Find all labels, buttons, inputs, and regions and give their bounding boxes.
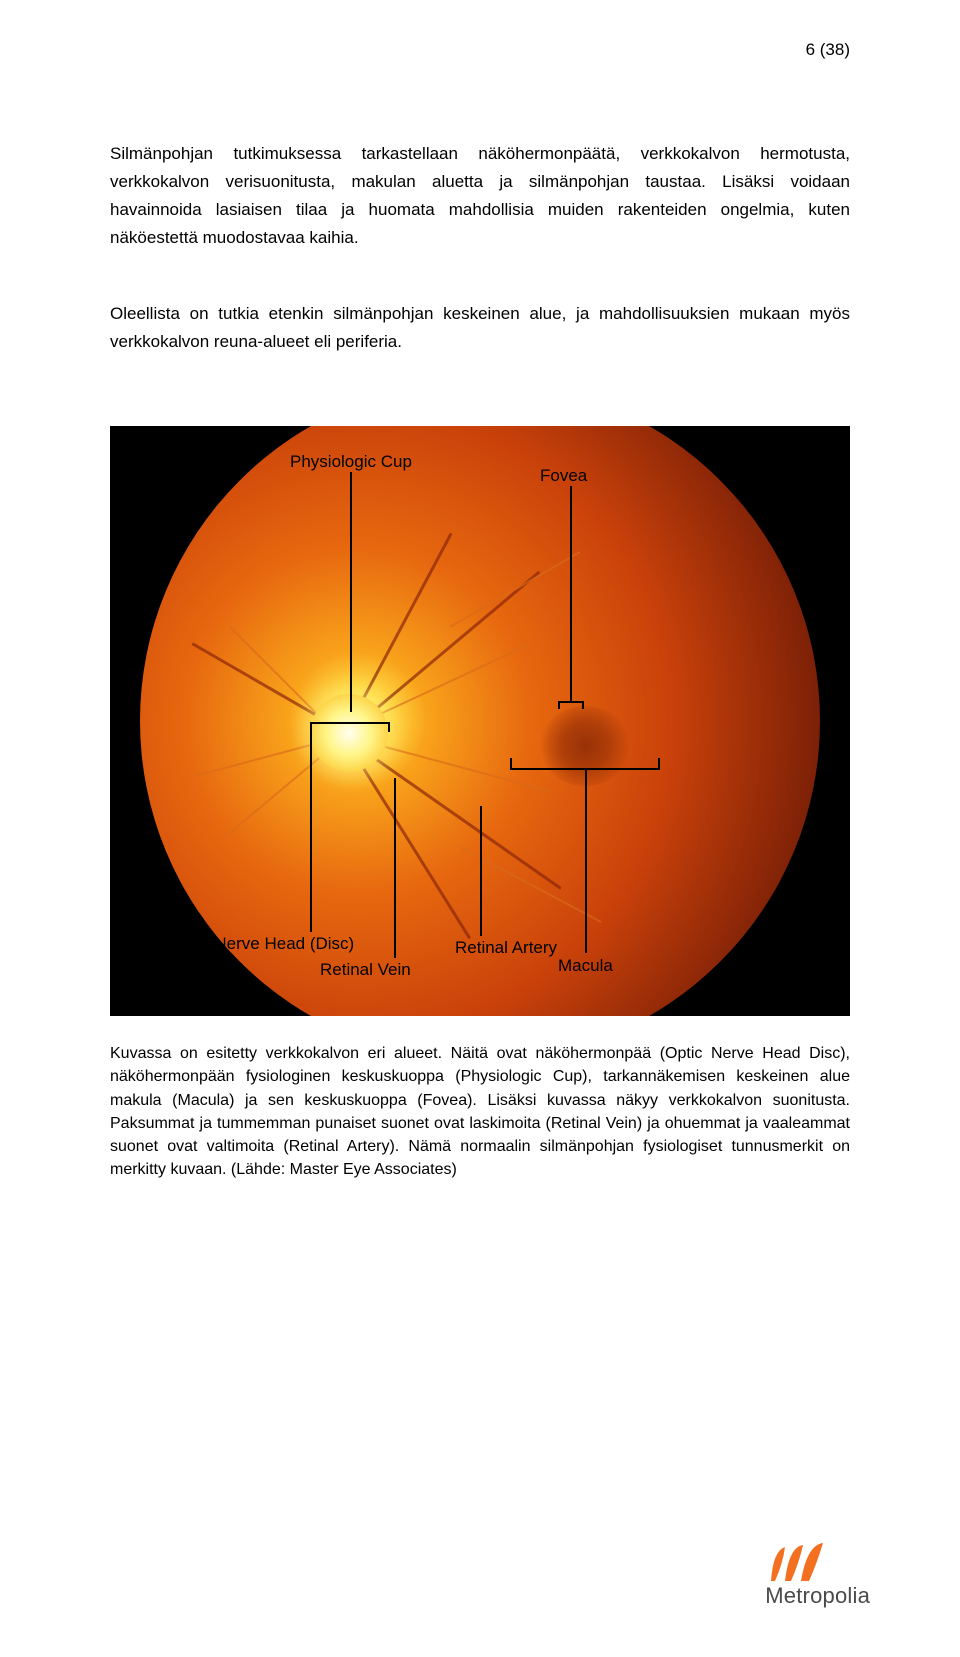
label-macula: Macula [558, 956, 613, 976]
figure-caption: Kuvassa on esitetty verkkokalvon eri alu… [110, 1042, 850, 1181]
fundus-diagram: Physiologic Cup Fovea Optic Nerve Head (… [110, 426, 850, 1016]
page-number: 6 (38) [806, 40, 850, 60]
leader-line [310, 732, 312, 932]
bracket [510, 758, 512, 770]
label-retinal-vein: Retinal Vein [320, 960, 411, 980]
optic-disc [310, 694, 388, 772]
leader-line [394, 778, 396, 958]
body-paragraph-1: Silmänpohjan tutkimuksessa tarkastellaan… [110, 140, 850, 252]
figure-container: Physiologic Cup Fovea Optic Nerve Head (… [110, 426, 850, 1181]
leader-line [570, 486, 572, 701]
leader-line [480, 806, 482, 936]
label-fovea: Fovea [540, 466, 587, 486]
logo-text: Metropolia [765, 1583, 870, 1609]
leader-line [350, 472, 352, 712]
bracket [658, 758, 660, 770]
metropolia-logo: Metropolia [765, 1541, 870, 1609]
bracket [310, 722, 390, 724]
bracket [558, 701, 584, 703]
bracket [558, 701, 560, 709]
bracket [582, 701, 584, 709]
label-retinal-artery: Retinal Artery [455, 938, 557, 958]
logo-icon [765, 1541, 835, 1585]
body-paragraph-2: Oleellista on tutkia etenkin silmänpohja… [110, 300, 850, 356]
label-physiologic-cup: Physiologic Cup [290, 452, 412, 472]
bracket [310, 722, 312, 732]
bracket [388, 722, 390, 732]
label-optic-nerve-head: Optic Nerve Head (Disc) [170, 934, 354, 954]
leader-line [585, 768, 587, 953]
